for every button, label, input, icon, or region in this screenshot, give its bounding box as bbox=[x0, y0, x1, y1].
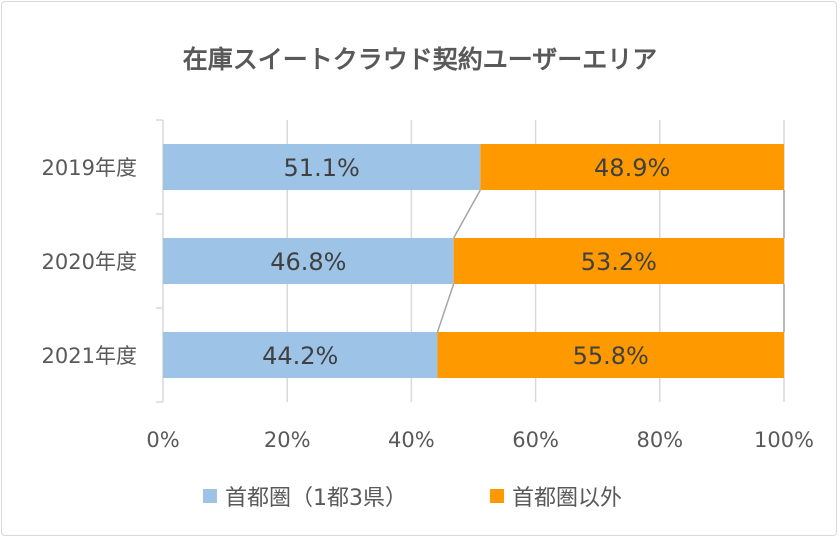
legend-label-other: 首都圏以外 bbox=[512, 486, 623, 511]
bar-segment bbox=[437, 332, 784, 378]
x-tick-label: 80% bbox=[636, 428, 683, 452]
data-label: 48.9% bbox=[594, 154, 670, 182]
legend-item-other: 首都圏以外 bbox=[490, 480, 622, 512]
x-tick-label: 100% bbox=[754, 428, 814, 452]
bar-segment bbox=[163, 144, 481, 190]
data-label: 51.1% bbox=[284, 154, 360, 182]
chart-title: 在庫スイートクラウド契約ユーザーエリア bbox=[182, 45, 658, 74]
legend-label-metro: 首都圏（1都3県） bbox=[225, 486, 407, 511]
x-tick-label: 0% bbox=[146, 428, 179, 452]
series-line bbox=[452, 189, 481, 239]
data-label: 46.8% bbox=[270, 248, 346, 276]
bar-segment bbox=[163, 238, 454, 284]
series-line bbox=[436, 283, 455, 333]
data-label: 55.8% bbox=[573, 342, 649, 370]
data-label: 44.2% bbox=[262, 342, 338, 370]
category-label: 2020年度 bbox=[42, 250, 137, 274]
category-label: 2019年度 bbox=[42, 156, 137, 180]
data-label: 53.2% bbox=[581, 248, 657, 276]
legend-item-metro: 首都圏（1都3県） bbox=[203, 480, 407, 512]
bar-segment bbox=[453, 238, 784, 284]
x-tick-label: 40% bbox=[388, 428, 435, 452]
x-tick-label: 20% bbox=[264, 428, 311, 452]
legend-swatch-other bbox=[490, 489, 504, 503]
x-tick-label: 60% bbox=[512, 428, 559, 452]
category-label: 2021年度 bbox=[42, 344, 137, 368]
bar-segment bbox=[480, 144, 784, 190]
bar-segment bbox=[163, 332, 438, 378]
legend-swatch-metro bbox=[203, 489, 217, 503]
